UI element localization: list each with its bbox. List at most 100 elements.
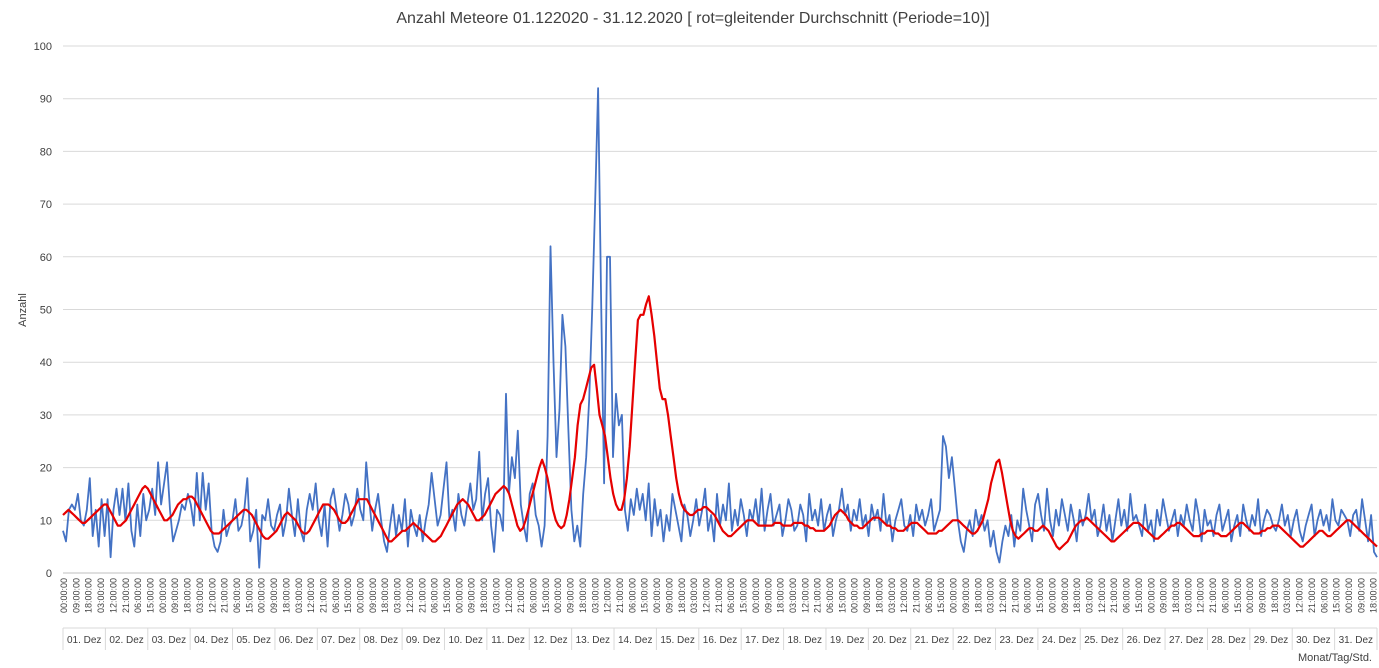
day-label: 25. Dez	[1084, 635, 1118, 646]
x-tick-label: 18:00:00	[578, 578, 588, 613]
x-tick-label: 00:00:00	[1344, 578, 1354, 613]
series-lines	[62, 87, 1378, 569]
x-tick-label: 06:00:00	[1122, 578, 1132, 613]
day-label: 23. Dez	[999, 635, 1033, 646]
x-tick-label: 18:00:00	[1369, 578, 1379, 613]
x-tick-label: 21:00:00	[714, 578, 724, 613]
y-tick-label: 70	[40, 199, 52, 211]
x-tick-label: 15:00:00	[1233, 578, 1243, 613]
day-label: 18. Dez	[788, 635, 822, 646]
x-tick-label: 15:00:00	[837, 578, 847, 613]
day-label: 26. Dez	[1127, 635, 1161, 646]
day-labels: 01. Dez 02. Dez 03. Dez 04. Dez 05. Dez 06. D…	[62, 627, 1378, 650]
day-label: 17. Dez	[745, 635, 779, 646]
day-label: 05. Dez	[237, 635, 271, 646]
x-tick-label: 15:00:00	[1035, 578, 1045, 613]
day-label: 20. Dez	[872, 635, 906, 646]
x-tick-label: 00:00:00	[1245, 578, 1255, 613]
x-tick-label: 09:00:00	[269, 578, 279, 613]
y-tick-label: 100	[34, 41, 52, 53]
x-tick-label: 06:00:00	[430, 578, 440, 613]
y-tick-label: 60	[40, 252, 52, 264]
x-tick-label: 03:00:00	[689, 578, 699, 613]
x-tick-label: 00:00:00	[454, 578, 464, 613]
x-tick-label: 12:00:00	[504, 578, 514, 613]
x-tick-label: 03:00:00	[1282, 578, 1292, 613]
y-tick-label: 0	[46, 568, 52, 580]
x-tick-label: 03:00:00	[590, 578, 600, 613]
y-tick-label: 20	[40, 463, 52, 475]
x-tick-label: 06:00:00	[1319, 578, 1329, 613]
x-tick-label: 12:00:00	[998, 578, 1008, 613]
x-tick-label: 06:00:00	[133, 578, 143, 613]
x-tick-label: 00:00:00	[158, 578, 168, 613]
day-label: 08. Dez	[364, 635, 398, 646]
day-label: 06. Dez	[279, 635, 313, 646]
x-tick-label: 03:00:00	[788, 578, 798, 613]
x-tick-label: 15:00:00	[343, 578, 353, 613]
y-tick-label: 90	[40, 94, 52, 106]
x-tick-label: 12:00:00	[1196, 578, 1206, 613]
x-tick-label: 15:00:00	[145, 578, 155, 613]
x-tick-label: 03:00:00	[491, 578, 501, 613]
x-tick-label: 09:00:00	[566, 578, 576, 613]
x-tick-label: 00:00:00	[356, 578, 366, 613]
y-tick-labels: 0 10 20 30 40 50 60 70 80 90 100	[34, 41, 52, 580]
day-label: 29. Dez	[1254, 635, 1288, 646]
x-tick-label: 06:00:00	[331, 578, 341, 613]
x-tick-label: 09:00:00	[1159, 578, 1169, 613]
x-tick-label: 21:00:00	[1109, 578, 1119, 613]
x-tick-label: 18:00:00	[874, 578, 884, 613]
day-label: 04. Dez	[194, 635, 228, 646]
x-tick-label: 15:00:00	[936, 578, 946, 613]
x-tick-label: 18:00:00	[1270, 578, 1280, 613]
y-tick-label: 50	[40, 305, 52, 317]
x-tick-label: 09:00:00	[1257, 578, 1267, 613]
day-label: 01. Dez	[67, 635, 101, 646]
x-tick-label: 06:00:00	[627, 578, 637, 613]
x-tick-label: 18:00:00	[1072, 578, 1082, 613]
x-tick-label: 21:00:00	[813, 578, 823, 613]
y-axis-label: Anzahl	[17, 293, 29, 327]
x-tick-label: 18:00:00	[677, 578, 687, 613]
day-label: 10. Dez	[448, 635, 482, 646]
x-tick-label: 12:00:00	[800, 578, 810, 613]
x-tick-label: 12:00:00	[899, 578, 909, 613]
x-tick-label: 21:00:00	[1010, 578, 1020, 613]
day-label: 12. Dez	[533, 635, 567, 646]
series-line-moving-average	[62, 295, 1378, 551]
x-tick-label: 00:00:00	[751, 578, 761, 613]
day-label: 19. Dez	[830, 635, 864, 646]
x-tick-label: 21:00:00	[318, 578, 328, 613]
x-tick-label: 06:00:00	[232, 578, 242, 613]
x-tick-label: 03:00:00	[195, 578, 205, 613]
x-tick-label: 12:00:00	[306, 578, 316, 613]
day-label: 21. Dez	[915, 635, 949, 646]
x-tick-label: 15:00:00	[1134, 578, 1144, 613]
x-tick-label: 00:00:00	[553, 578, 563, 613]
day-label: 27. Dez	[1169, 635, 1203, 646]
y-tick-label: 30	[40, 410, 52, 422]
chart-title: Anzahl Meteore 01.122020 - 31.12.2020 [ …	[396, 10, 990, 27]
day-label: 14. Dez	[618, 635, 652, 646]
x-tick-label: 12:00:00	[701, 578, 711, 613]
day-label: 11. Dez	[491, 635, 525, 646]
x-tick-label: 21:00:00	[912, 578, 922, 613]
x-tick-label: 03:00:00	[986, 578, 996, 613]
y-tick-label: 10	[40, 515, 52, 527]
x-tick-label: 12:00:00	[207, 578, 217, 613]
day-label: 24. Dez	[1042, 635, 1076, 646]
x-tick-label: 18:00:00	[1171, 578, 1181, 613]
x-tick-label: 21:00:00	[1307, 578, 1317, 613]
x-tick-label: 06:00:00	[726, 578, 736, 613]
x-axis-label: Monat/Tag/Std.	[1298, 652, 1372, 664]
x-tick-label: 09:00:00	[961, 578, 971, 613]
x-tick-label: 15:00:00	[739, 578, 749, 613]
x-tick-label: 00:00:00	[850, 578, 860, 613]
x-tick-label: 03:00:00	[294, 578, 304, 613]
day-label: 30. Dez	[1296, 635, 1330, 646]
x-tick-label: 18:00:00	[776, 578, 786, 613]
day-label: 28. Dez	[1211, 635, 1245, 646]
x-tick-label: 03:00:00	[887, 578, 897, 613]
